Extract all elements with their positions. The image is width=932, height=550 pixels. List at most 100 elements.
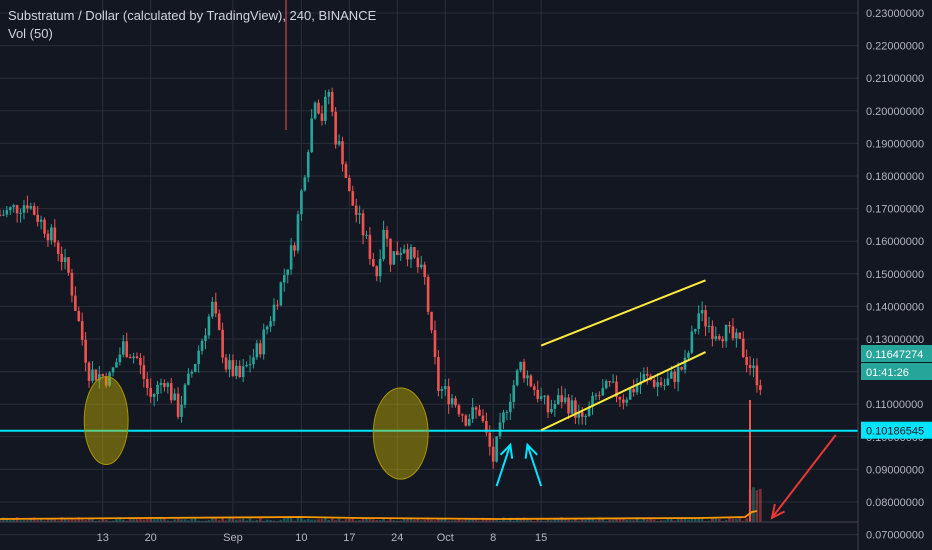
volume-bar	[443, 518, 447, 522]
volume-bar	[382, 518, 385, 522]
volume-bar	[344, 519, 348, 522]
volume-bar	[300, 518, 303, 522]
candle-body	[269, 321, 272, 327]
candle-body	[39, 219, 43, 222]
volume-bar	[430, 519, 433, 522]
price-axis[interactable]: 0.23000000 0.22000000 0.21000000 0.20000000…	[857, 0, 924, 550]
candle-body	[467, 418, 471, 426]
highlight-ellipse[interactable]	[372, 387, 429, 480]
volume-bar	[39, 518, 43, 522]
volume-bar	[666, 518, 670, 522]
volume-bar	[529, 520, 533, 522]
candles	[0, 0, 762, 469]
volume-bar	[313, 519, 317, 522]
candle-body	[752, 365, 755, 369]
candle-body	[673, 371, 677, 382]
volume-bar	[310, 519, 313, 522]
candle-body	[101, 374, 105, 377]
volume-bar	[539, 520, 543, 522]
volume-bar	[721, 520, 724, 522]
candle-body	[416, 257, 420, 268]
volume-bar	[426, 517, 430, 522]
candle-body	[306, 152, 310, 178]
volume-bar	[714, 517, 718, 522]
volume-bar	[488, 518, 492, 522]
last-price-label: 0.11647274	[866, 349, 923, 361]
candle-body	[481, 415, 485, 422]
volume-bar	[358, 520, 361, 522]
candle-body	[245, 365, 248, 367]
volume-bar	[354, 520, 358, 522]
volume-bar	[594, 520, 598, 522]
candle-body	[635, 385, 639, 393]
volume-bar	[235, 519, 238, 522]
volume-bar	[296, 517, 300, 522]
price-tick-label: 0.20000000	[866, 106, 924, 118]
candle-body	[471, 407, 474, 419]
volume-bar	[399, 520, 403, 522]
volume-bar	[704, 520, 707, 522]
candle-body	[98, 374, 101, 381]
volume-bar	[663, 520, 666, 522]
volume-bar	[43, 520, 46, 522]
candle-body	[539, 396, 543, 399]
price-tick-label: 0.19000000	[866, 138, 924, 150]
candle-body	[580, 411, 584, 417]
volume-bar	[262, 520, 266, 522]
time-axis[interactable]: 13 20 Sep 10 17 24 Oct 8 15	[0, 521, 858, 544]
volume-bar	[563, 517, 567, 522]
candle-body	[693, 328, 697, 332]
volume-bar	[413, 519, 416, 522]
volume-bar	[84, 519, 87, 522]
candle-body	[238, 365, 242, 378]
candle-body	[142, 365, 146, 379]
candle-body	[663, 385, 666, 387]
volume-bar	[728, 517, 731, 522]
candle-body	[351, 191, 355, 206]
channel-lower-line[interactable]	[540, 351, 706, 432]
candle-body	[324, 96, 327, 121]
volume-bar	[36, 520, 39, 522]
channel-upper-line[interactable]	[540, 279, 706, 347]
volume-bar	[166, 520, 170, 522]
volume-bar	[553, 517, 557, 522]
highlight-ellipse[interactable]	[83, 375, 129, 466]
time-tick-label: 20	[145, 532, 157, 544]
volume-indicator-label[interactable]: Vol (50)	[8, 26, 53, 41]
candle-body	[567, 397, 570, 414]
candle-body	[748, 364, 752, 369]
volume-bar	[635, 517, 639, 522]
volume-bar	[22, 519, 26, 522]
candle-body	[717, 336, 721, 340]
candle-body	[491, 446, 495, 462]
candle-body	[53, 227, 57, 243]
time-tick-label: 13	[97, 532, 109, 544]
price-tick-label: 0.17000000	[866, 204, 924, 216]
volume-bar	[245, 520, 248, 522]
volume-bar	[348, 519, 351, 522]
volume-bar	[574, 518, 577, 522]
candle-body	[70, 272, 74, 296]
candle-body	[546, 395, 550, 413]
volume-bar	[104, 519, 108, 522]
cyan-arrow-2[interactable]	[526, 444, 543, 487]
candle-body	[5, 210, 9, 215]
volume-bar	[587, 517, 591, 522]
cyan-arrow-1[interactable]	[495, 444, 512, 487]
candle-body	[741, 338, 745, 357]
support-price-label: 0.10186545	[866, 426, 924, 438]
volume-bar	[385, 520, 389, 522]
candle-body	[63, 257, 67, 262]
candle-body	[111, 367, 115, 373]
volume-bar	[286, 517, 289, 522]
candle-body	[282, 275, 286, 283]
volume-bar	[334, 520, 337, 522]
candle-body	[265, 326, 269, 330]
candle-body	[594, 395, 598, 397]
volume-bar	[396, 520, 399, 522]
red-arrow[interactable]	[771, 434, 837, 519]
candle-body	[91, 369, 94, 381]
candle-body	[2, 214, 5, 216]
volume-bar	[735, 518, 738, 522]
